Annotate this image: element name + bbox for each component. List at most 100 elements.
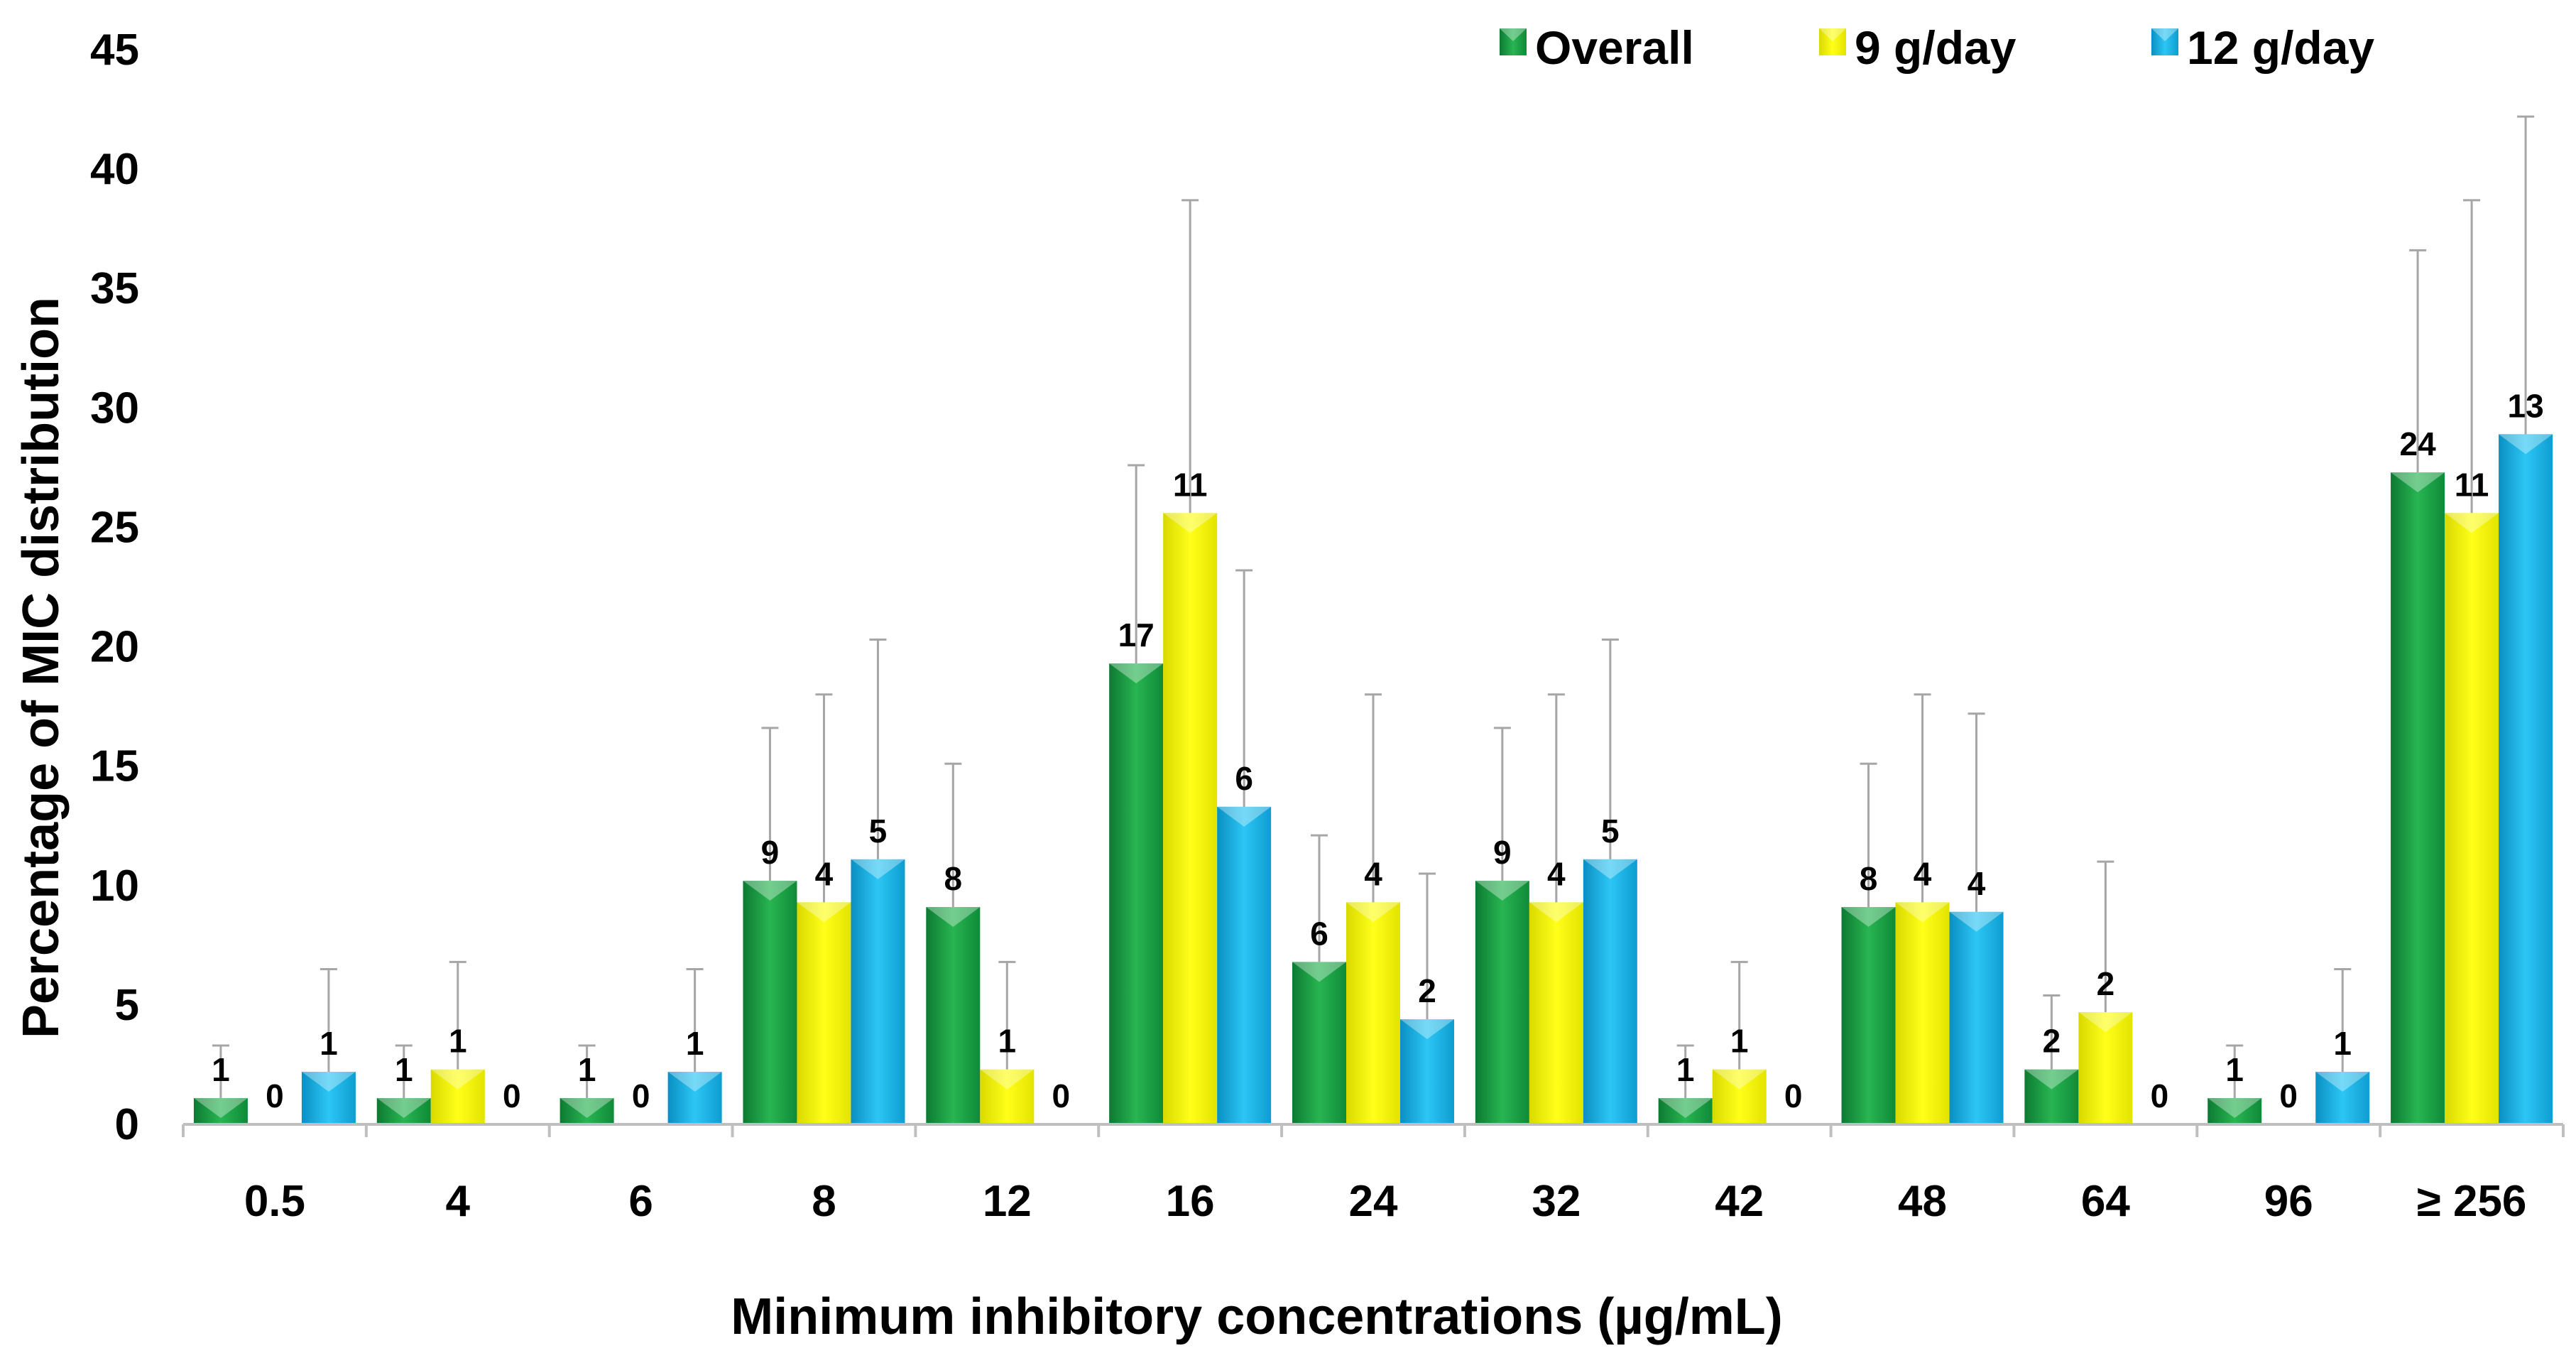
bar (743, 881, 797, 1124)
legend-swatch-bevel (2151, 28, 2178, 41)
bar-bevel (1895, 902, 1950, 923)
bar (1841, 907, 1896, 1124)
y-axis-title: Percentage of MIC distribution (13, 297, 70, 1038)
data-label: 13 (2507, 387, 2543, 424)
bar-bevel (2078, 1011, 2133, 1032)
y-axis-ticks: 0 5 10 15 20 25 30 35 40 45 (90, 26, 139, 1149)
data-label: 0 (503, 1077, 521, 1114)
data-label: 0 (266, 1077, 284, 1114)
bar-bevel (301, 1072, 356, 1092)
bar (1583, 859, 1637, 1124)
data-label: 4 (1914, 855, 1932, 892)
legend-swatch (1819, 28, 1846, 55)
data-label: 9 (1493, 834, 1512, 871)
bar (2499, 434, 2553, 1124)
x-tick-label: 8 (812, 1177, 836, 1226)
legend-swatch-bevel (1500, 28, 1527, 41)
data-label: 1 (395, 1051, 413, 1088)
legend: Overall 9 g/day 12 g/day (1500, 21, 2374, 74)
bar-bevel (1109, 663, 1164, 684)
bar (926, 907, 981, 1124)
bar (2445, 513, 2499, 1124)
data-label: 1 (212, 1051, 230, 1088)
bar-bevel (430, 1069, 485, 1090)
bar (1217, 806, 1272, 1124)
bar (376, 1098, 431, 1124)
bar-bevel (193, 1098, 248, 1119)
bar (2315, 1072, 2370, 1124)
data-label: 2 (2097, 965, 2115, 1002)
bar-bevel (1949, 911, 2004, 932)
x-tick-label: ≥ 256 (2417, 1177, 2527, 1226)
data-label: 5 (869, 813, 888, 849)
bar (2391, 472, 2445, 1124)
bar-bevel (1583, 859, 1637, 879)
data-label: 1 (2333, 1025, 2352, 1062)
x-tick-label: 96 (2264, 1177, 2313, 1226)
legend-swatch (2151, 28, 2178, 55)
bar (1712, 1069, 1767, 1124)
data-label: 1 (449, 1023, 467, 1060)
data-label: 5 (1601, 813, 1620, 849)
bar (1163, 513, 1218, 1124)
data-label: 1 (578, 1051, 596, 1088)
y-tick-label: 45 (90, 26, 139, 75)
legend-swatch (1500, 28, 1527, 55)
data-label: 24 (2399, 425, 2436, 462)
bar (301, 1072, 356, 1124)
bar-bevel (1712, 1069, 1767, 1090)
data-label: 8 (1860, 860, 1878, 897)
x-axis-title: Minimum inhibitory concentrations (µg/mL… (731, 1288, 1782, 1345)
bar (430, 1069, 485, 1124)
bar-bevel (560, 1098, 614, 1119)
x-tick-label: 24 (1349, 1177, 1398, 1226)
y-tick-label: 5 (115, 981, 139, 1030)
y-tick-label: 20 (90, 623, 139, 672)
bar (1529, 902, 1583, 1124)
bar (667, 1072, 722, 1124)
data-label: 11 (2455, 466, 2489, 503)
bar-bevel (1292, 962, 1346, 982)
data-label: 0 (2279, 1077, 2298, 1114)
x-tick-label: 16 (1166, 1177, 1215, 1226)
data-label: 6 (1235, 760, 1253, 797)
data-label: 6 (1310, 915, 1328, 952)
bar (1895, 902, 1950, 1124)
data-label: 1 (2225, 1051, 2244, 1088)
data-label: 0 (1784, 1077, 1803, 1114)
x-tick-label: 48 (1898, 1177, 1947, 1226)
data-label: 4 (1364, 855, 1382, 892)
bar-bevel (376, 1098, 431, 1119)
y-tick-label: 25 (90, 503, 139, 552)
bar-bevel (1841, 907, 1896, 928)
bar (1475, 881, 1529, 1124)
x-tick-label: 42 (1715, 1177, 1764, 1226)
data-label: 4 (815, 855, 834, 892)
bar (980, 1069, 1035, 1124)
bar (797, 902, 851, 1124)
data-label: 0 (1052, 1077, 1071, 1114)
y-tick-label: 0 (115, 1100, 139, 1149)
bar-bevel (1163, 513, 1218, 533)
x-axis-ticks: 0.5 4 6 8 12 16 24 32 42 48 64 96 ≥ 256 (182, 1124, 2565, 1226)
data-label: 1 (998, 1023, 1017, 1060)
legend-label: 12 g/day (2187, 21, 2374, 74)
bar-bevel (2024, 1069, 2079, 1090)
data-label: 0 (632, 1077, 650, 1114)
data-label: 11 (1173, 466, 1208, 503)
data-label: 0 (2151, 1077, 2169, 1114)
legend-label: Overall (1535, 21, 1694, 74)
x-tick-label: 32 (1532, 1177, 1581, 1226)
bar (1658, 1098, 1713, 1124)
data-label: 1 (1730, 1023, 1749, 1060)
bar (1292, 962, 1346, 1124)
y-tick-label: 40 (90, 145, 139, 194)
bar-bevel (2499, 434, 2553, 455)
bar-bevel (743, 881, 797, 901)
data-label: 2 (2043, 1023, 2061, 1060)
bar (2078, 1011, 2133, 1124)
bar-bevel (926, 907, 981, 928)
